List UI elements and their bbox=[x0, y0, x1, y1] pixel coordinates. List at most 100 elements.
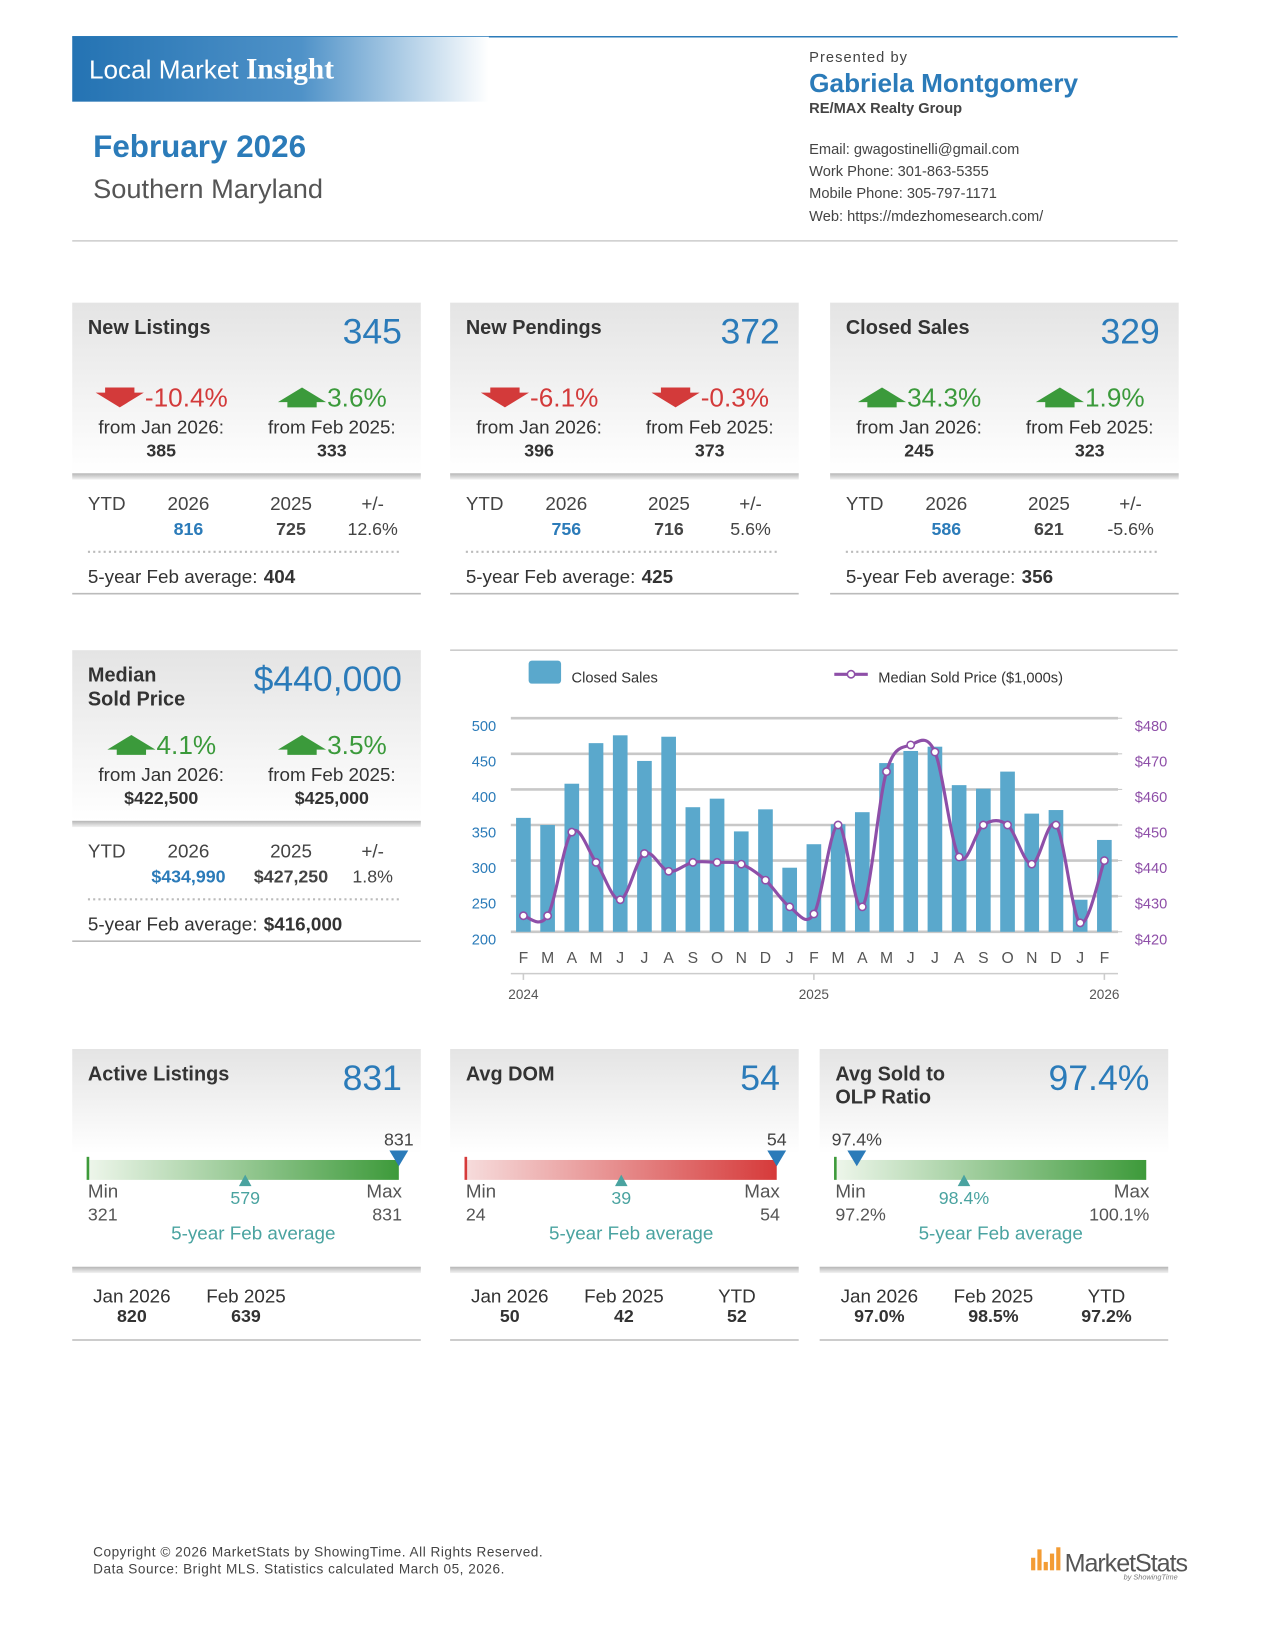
compare-value: 820 bbox=[117, 1306, 147, 1326]
card-value: $440,000 bbox=[254, 659, 402, 699]
compare-label: Feb 2025 bbox=[206, 1285, 286, 1306]
compare-value: 97.0% bbox=[854, 1306, 905, 1326]
x-tick-label: M bbox=[832, 950, 845, 967]
avg-label: 5-year Feb average: bbox=[88, 914, 258, 935]
x-tick-label: J bbox=[1076, 950, 1084, 967]
card-value: 97.4% bbox=[1048, 1058, 1149, 1098]
bar bbox=[516, 817, 531, 932]
avg-value: 404 bbox=[264, 566, 296, 587]
x-tick-label: M bbox=[541, 950, 554, 967]
change-pct: 3.5% bbox=[327, 730, 387, 760]
card-title: Active Listings bbox=[88, 1063, 229, 1085]
card-title: OLP Ratio bbox=[835, 1086, 931, 1108]
x-tick-label: O bbox=[1001, 950, 1013, 967]
avg-line: 5-year Feb average: 404 bbox=[88, 566, 296, 587]
line-point bbox=[930, 747, 940, 757]
report-month: February 2026 bbox=[93, 129, 306, 164]
gauge-current-label: 54 bbox=[767, 1129, 787, 1149]
avg-line: 5-year Feb average: $416,000 bbox=[88, 914, 342, 935]
card-title: Avg DOM bbox=[466, 1063, 555, 1085]
change-prior: $425,000 bbox=[295, 788, 369, 808]
trend-arrow bbox=[1035, 387, 1084, 408]
x-tick-label: N bbox=[736, 950, 747, 967]
bar bbox=[879, 763, 894, 932]
line-point bbox=[688, 857, 698, 867]
contact-line: Email: gwagostinelli@gmail.com bbox=[809, 142, 1019, 158]
gauge-max-value: 100.1% bbox=[1089, 1205, 1149, 1225]
agent-name: Gabriela Montgomery bbox=[809, 68, 1078, 98]
trend-arrow bbox=[480, 387, 530, 408]
line-point bbox=[615, 895, 625, 905]
line-point bbox=[1075, 918, 1085, 928]
change-pct: 34.3% bbox=[907, 382, 981, 412]
change-pct: 4.1% bbox=[157, 730, 217, 760]
bar bbox=[1000, 771, 1015, 932]
x-tick-label: J bbox=[931, 950, 939, 967]
change-pct: -10.4% bbox=[145, 382, 228, 412]
gauge-bar bbox=[465, 1159, 777, 1180]
report-region: Southern Maryland bbox=[93, 173, 323, 204]
bar bbox=[976, 788, 991, 932]
bar bbox=[685, 807, 701, 932]
change-label: from Feb 2025: bbox=[646, 416, 774, 437]
x-tick-label: A bbox=[954, 950, 965, 967]
compare-value: 42 bbox=[614, 1306, 634, 1326]
contact-line: Mobile Phone: 305-797-1171 bbox=[809, 186, 997, 202]
avg-label: 5-year Feb average: bbox=[466, 566, 636, 587]
ytd-header: +/- bbox=[361, 840, 383, 861]
ytd-header: 2025 bbox=[1028, 493, 1070, 514]
ytd-header: 2026 bbox=[925, 493, 967, 514]
y2-tick-label: $460 bbox=[1135, 790, 1168, 806]
compare-label: Jan 2026 bbox=[93, 1285, 170, 1306]
x-tick-label: N bbox=[1026, 950, 1037, 967]
trend-arrow bbox=[277, 387, 327, 408]
ytd-value: 12.6% bbox=[347, 519, 398, 539]
bar bbox=[637, 760, 652, 932]
legend-label: Median Sold Price ($1,000s) bbox=[878, 671, 1063, 687]
line-point bbox=[712, 857, 722, 867]
year-label: 2026 bbox=[1089, 987, 1119, 1002]
ytd-header: +/- bbox=[739, 493, 762, 514]
change-prior: 385 bbox=[146, 441, 176, 461]
gauge-max-value: 54 bbox=[760, 1205, 780, 1225]
bar bbox=[806, 844, 822, 932]
gauge-avg-marker bbox=[957, 1174, 971, 1187]
x-tick-label: M bbox=[880, 950, 893, 967]
x-tick-label: A bbox=[857, 950, 868, 967]
legend-label: Closed Sales bbox=[572, 671, 658, 687]
gauge-min-label: Min bbox=[835, 1181, 865, 1202]
card-separator bbox=[72, 820, 421, 828]
card-value: 329 bbox=[1100, 311, 1159, 351]
compare-value: 52 bbox=[727, 1306, 747, 1326]
ytd-label: YTD bbox=[466, 493, 504, 514]
card-separator bbox=[819, 1266, 1169, 1274]
line-point bbox=[882, 767, 891, 777]
gauge-avg-marker bbox=[238, 1174, 252, 1187]
ytd-header: 2026 bbox=[545, 493, 587, 514]
ytd-value: 5.6% bbox=[730, 519, 771, 539]
compare-value: 639 bbox=[231, 1306, 261, 1326]
bar bbox=[612, 735, 628, 932]
year-label: 2024 bbox=[508, 987, 539, 1002]
line-point bbox=[736, 859, 746, 869]
ytd-header: 2025 bbox=[648, 493, 690, 514]
line-point bbox=[833, 820, 843, 830]
gauge-min-value: 24 bbox=[466, 1205, 486, 1225]
data-source: Data Source: Bright MLS. Statistics calc… bbox=[93, 1561, 505, 1576]
bar bbox=[661, 736, 676, 932]
gauge-max-label: Max bbox=[366, 1181, 402, 1202]
y2-tick-label: $440 bbox=[1135, 861, 1168, 877]
y-tick-label: 200 bbox=[472, 932, 496, 948]
copyright: Copyright © 2026 MarketStats by ShowingT… bbox=[93, 1545, 543, 1560]
y-tick-label: 400 bbox=[472, 790, 496, 806]
x-tick-label: J bbox=[616, 950, 624, 967]
x-tick-label: F bbox=[519, 950, 529, 967]
compare-label: Jan 2026 bbox=[471, 1285, 548, 1306]
legend-dot bbox=[846, 669, 856, 679]
line-point bbox=[1027, 859, 1037, 869]
change-label: from Jan 2026: bbox=[856, 416, 982, 437]
gauge-current-label: 831 bbox=[384, 1129, 414, 1149]
card-header-bg bbox=[72, 650, 421, 821]
compare-value: 97.2% bbox=[1081, 1306, 1132, 1326]
